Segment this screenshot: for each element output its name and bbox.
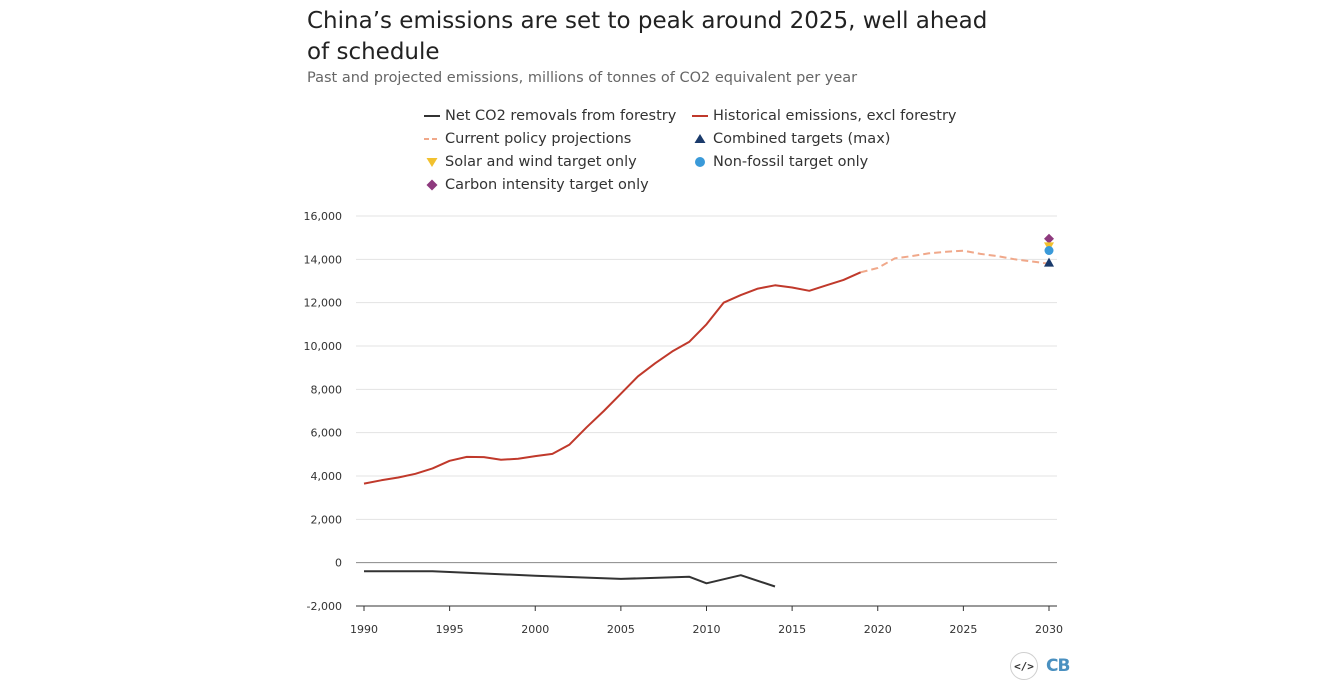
x-tick-label: 2005 xyxy=(607,623,635,636)
y-tick-label: 8,000 xyxy=(311,383,343,396)
carbon-intensity-marker xyxy=(1044,233,1054,244)
y-tick-label: 4,000 xyxy=(311,470,343,483)
legend-item-carbon-intensity[interactable]: Carbon intensity target only xyxy=(422,177,649,193)
historical-emissions-line xyxy=(363,271,862,485)
policy-projection-line xyxy=(860,249,1050,274)
y-tick-label: -2,000 xyxy=(307,600,342,613)
carbon-brief-logo: CB xyxy=(1046,656,1070,676)
x-tick-label: 2025 xyxy=(949,623,977,636)
combined-targets-marker xyxy=(1044,257,1054,267)
net-removals-line xyxy=(364,570,776,588)
legend-item-net-removals[interactable]: Net CO2 removals from forestry xyxy=(422,108,676,124)
chart-subtitle: Past and projected emissions, millions o… xyxy=(307,70,858,86)
legend-item-combined[interactable]: Combined targets (max) xyxy=(690,131,890,147)
y-tick-label: 12,000 xyxy=(304,297,343,310)
legend-label: Net CO2 removals from forestry xyxy=(445,108,677,124)
non-fossil-marker xyxy=(1044,246,1054,255)
y-tick-label: 14,000 xyxy=(304,253,343,266)
legend-label: Current policy projections xyxy=(445,131,632,147)
y-tick-label: 16,000 xyxy=(304,210,343,223)
legend-label: Solar and wind target only xyxy=(445,154,637,170)
diamond-icon xyxy=(426,179,438,191)
y-tick-label: 6,000 xyxy=(311,427,343,440)
legend-item-solar-wind[interactable]: Solar and wind target only xyxy=(422,154,637,170)
footer: </> CB xyxy=(1010,652,1070,680)
circle-icon xyxy=(695,157,705,167)
legend-item-historical[interactable]: Historical emissions, excl forestry xyxy=(690,108,957,124)
legend-line-swatch xyxy=(424,115,440,117)
legend-item-projections[interactable]: Current policy projections xyxy=(422,131,631,147)
chart-title: China’s emissions are set to peak around… xyxy=(307,8,988,65)
x-tick-label: 2015 xyxy=(778,623,806,636)
triangle-up-icon xyxy=(694,134,706,143)
legend-dash-swatch xyxy=(424,138,440,140)
y-tick-label: 0 xyxy=(335,557,342,570)
legend-item-non-fossil[interactable]: Non-fossil target only xyxy=(690,154,868,170)
legend-label: Carbon intensity target only xyxy=(445,177,649,193)
legend-label: Non-fossil target only xyxy=(713,154,869,170)
x-tick-label: 2010 xyxy=(693,623,721,636)
x-tick-label: 2030 xyxy=(1035,623,1063,636)
x-tick-label: 2000 xyxy=(521,623,549,636)
legend-label: Historical emissions, excl forestry xyxy=(713,108,957,124)
legend-line-swatch xyxy=(692,115,708,117)
y-tick-label: 10,000 xyxy=(304,340,343,353)
x-tick-label: 2020 xyxy=(864,623,892,636)
legend-label: Combined targets (max) xyxy=(713,131,891,147)
y-tick-label: 2,000 xyxy=(311,513,343,526)
x-tick-label: 1995 xyxy=(436,623,464,636)
x-tick-label: 1990 xyxy=(350,623,378,636)
embed-code-button[interactable]: </> xyxy=(1010,652,1038,680)
triangle-down-icon xyxy=(426,158,438,167)
